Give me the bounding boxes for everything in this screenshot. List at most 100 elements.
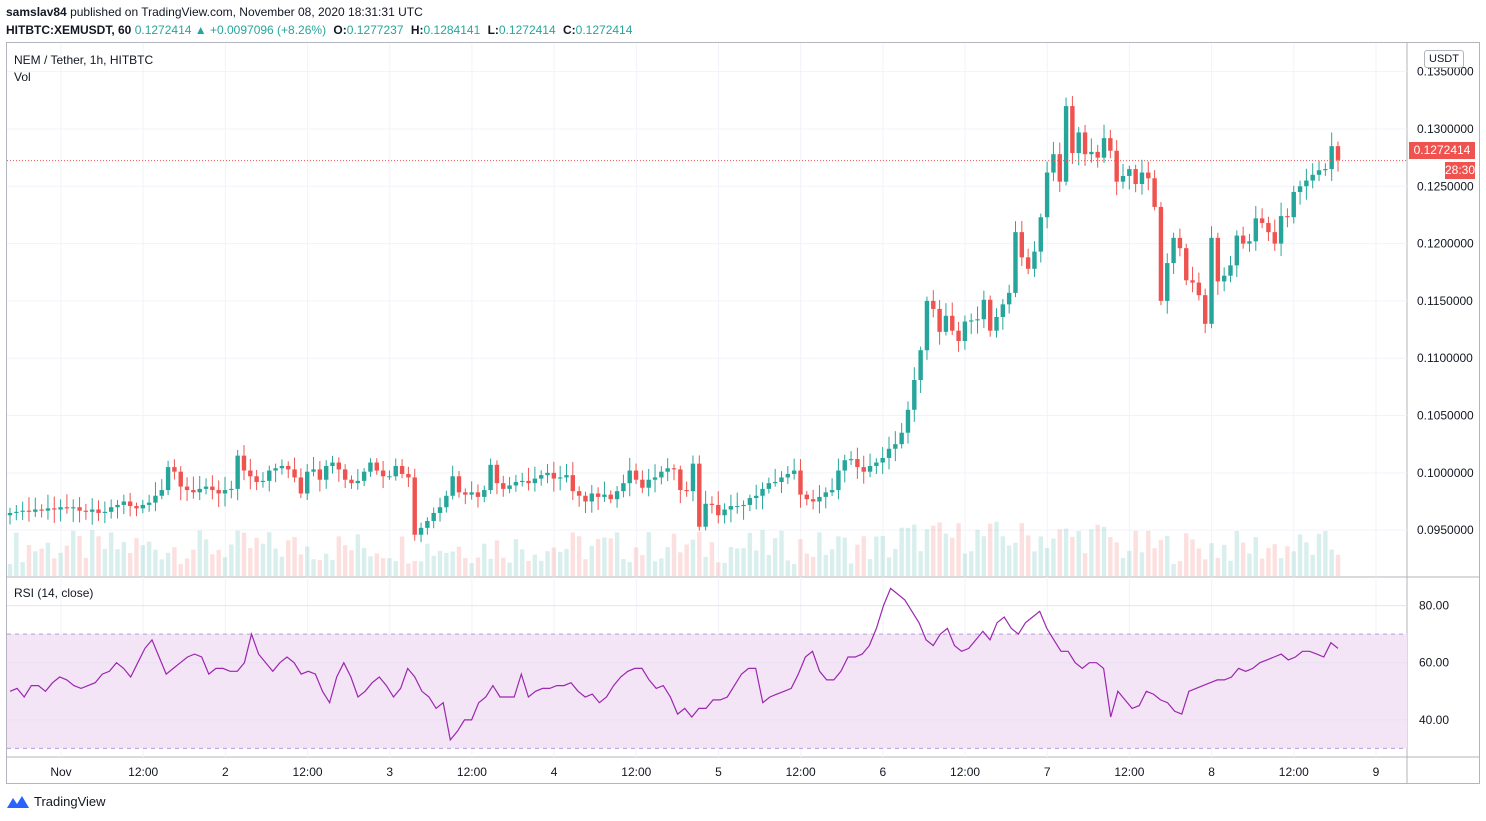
open-label: O: <box>333 23 347 37</box>
low-label: L: <box>487 23 499 37</box>
volume-bar <box>1171 563 1176 576</box>
candle-body <box>1152 178 1157 207</box>
volume-bar <box>810 556 816 576</box>
candle-body <box>33 509 38 512</box>
volume-bar <box>931 525 936 576</box>
rsi-legend: RSI (14, close) <box>14 586 94 600</box>
candle-body <box>96 509 101 513</box>
volume-bar <box>671 533 677 576</box>
volume-bar <box>880 535 885 576</box>
candle-body <box>1101 138 1107 158</box>
volume-bar <box>1013 542 1018 576</box>
volume-bar <box>772 538 778 576</box>
candle-body <box>842 460 847 471</box>
candle-body <box>1234 235 1240 266</box>
candle-body <box>703 503 708 527</box>
candle-body <box>1184 248 1189 281</box>
time-tick-label: 12:00 <box>128 765 158 779</box>
volume-bar <box>918 551 923 576</box>
high-label: H: <box>410 23 424 37</box>
volume-bar <box>564 548 569 576</box>
volume-bar <box>418 561 424 576</box>
candle-body <box>760 488 765 496</box>
currency-button[interactable]: USDT <box>1424 50 1464 68</box>
volume-bar <box>134 538 139 576</box>
rsi-band <box>7 634 1407 749</box>
candle-body <box>513 482 519 486</box>
candle-body <box>1253 218 1258 242</box>
time-tick-label: 12:00 <box>950 765 980 779</box>
volume-bar <box>1184 533 1189 576</box>
volume-bar <box>1316 533 1322 576</box>
volume-bar <box>463 558 468 576</box>
volume-bar <box>576 536 582 576</box>
volume-bar <box>494 540 500 576</box>
volume-bar <box>659 558 664 576</box>
volume-bar <box>716 562 721 576</box>
volume-bar <box>1139 552 1145 576</box>
candle-body <box>229 488 234 491</box>
candle-body <box>260 480 266 483</box>
volume-bar <box>608 538 613 576</box>
candle-body <box>754 495 759 499</box>
candle-body <box>1133 169 1138 184</box>
candle-body <box>286 465 291 470</box>
volume-bar <box>248 548 253 576</box>
candle-body <box>52 508 57 510</box>
volume-bar <box>127 553 133 576</box>
volume-bar <box>488 558 493 576</box>
candle-body <box>564 475 569 478</box>
candle-body <box>709 503 715 505</box>
candle-body <box>1057 154 1062 182</box>
volume-bar <box>1278 558 1284 576</box>
volume-bar <box>431 555 436 576</box>
candle-body <box>994 316 999 331</box>
volume-bar <box>1202 559 1208 576</box>
volume-bar <box>652 561 658 576</box>
volume-bar <box>317 560 323 576</box>
volume-bar <box>874 536 879 576</box>
candle-body <box>1158 206 1164 301</box>
volume-bar <box>1196 548 1202 576</box>
candle-body <box>1089 151 1094 155</box>
candle-body <box>507 485 512 489</box>
volume-bar <box>159 559 164 576</box>
candle-body <box>1266 222 1271 233</box>
volume-bar <box>513 539 519 576</box>
candle-body <box>652 477 658 480</box>
candle-body <box>716 504 721 516</box>
volume-bar <box>994 521 999 576</box>
publisher-line: samslav84 published on TradingView.com, … <box>6 5 423 19</box>
volume-bar <box>969 551 974 576</box>
volume-bar <box>71 530 76 576</box>
candle-body <box>254 476 259 483</box>
volume-bar <box>1297 534 1303 576</box>
candle-body <box>1127 169 1132 176</box>
countdown-tag: 28:30 <box>1445 162 1476 179</box>
candle-body <box>374 462 379 471</box>
candle-body <box>1000 304 1006 317</box>
candle-body <box>26 510 32 512</box>
candle-body <box>39 509 44 511</box>
volume-bar <box>545 551 550 576</box>
volume-bar <box>1240 542 1246 576</box>
volume-bar <box>646 532 651 576</box>
time-tick-label: 3 <box>386 765 393 779</box>
candle-body <box>937 308 942 332</box>
volume-bar <box>621 559 626 576</box>
time-tick-label: 6 <box>880 765 887 779</box>
candle-body <box>203 486 209 489</box>
candle-body <box>621 483 626 492</box>
candle-body <box>918 350 923 380</box>
candle-body <box>437 507 443 513</box>
candle-body <box>722 509 727 516</box>
volume-bar <box>1044 547 1050 576</box>
candle-body <box>1297 186 1303 193</box>
volume-bar <box>1133 530 1138 576</box>
volume-bar <box>817 532 822 576</box>
candle-body <box>475 492 481 497</box>
tradingview-logo[interactable]: TradingView <box>6 794 106 809</box>
candle-body <box>399 465 405 474</box>
candle-body <box>1025 257 1031 269</box>
